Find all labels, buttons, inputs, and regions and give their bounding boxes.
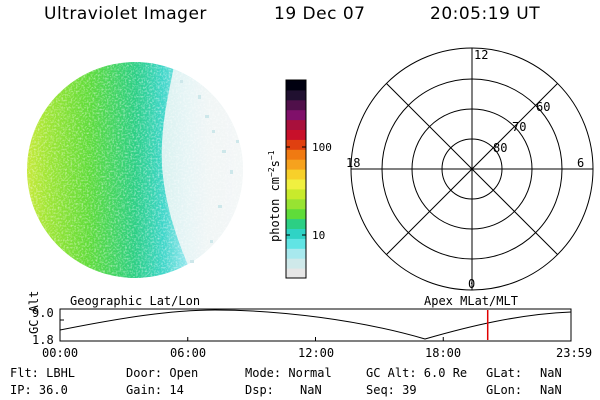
colorbar-segment bbox=[286, 179, 306, 190]
instrument-title: Ultraviolet Imager bbox=[44, 4, 207, 24]
colorbar-segment bbox=[286, 159, 306, 170]
dsp-label: Dsp: bbox=[245, 383, 274, 397]
colorbar-segment bbox=[286, 188, 306, 200]
geographic-title: Geographic Lat/Lon bbox=[70, 294, 201, 308]
lat-label-60: 60 bbox=[536, 100, 550, 114]
colorbar-segment bbox=[286, 169, 306, 180]
x-tick-1800: 18:00 bbox=[425, 346, 461, 360]
colorbar-tick-10: 10 bbox=[312, 229, 325, 242]
gc-alt-axis-label: GC Alt bbox=[27, 291, 41, 334]
x-tick-0000: 00:00 bbox=[42, 346, 78, 360]
colorbar-segment bbox=[286, 80, 306, 91]
colorbar-segment bbox=[286, 238, 306, 249]
apex-title: Apex MLat/MLT bbox=[424, 294, 518, 308]
date-label: 19 Dec 07 bbox=[274, 4, 366, 24]
y-axis-top: 9.0 bbox=[32, 306, 54, 320]
colorbar-segment bbox=[286, 218, 306, 229]
dsp-value: NaN bbox=[300, 383, 322, 397]
svg-text:photon cm−2s−1: photon cm−2s−1 bbox=[267, 150, 282, 242]
colorbar-segment bbox=[286, 268, 306, 279]
colorbar-segment bbox=[286, 149, 306, 160]
glat-label: GLat: bbox=[486, 366, 523, 380]
lat-label-80: 80 bbox=[493, 141, 507, 155]
colorbar-segment bbox=[286, 89, 306, 101]
seq-status: Seq: 39 bbox=[366, 383, 417, 397]
colorbar-segment bbox=[286, 198, 306, 210]
colorbar-segment bbox=[286, 258, 306, 269]
gain-status: Gain: 14 bbox=[126, 383, 184, 397]
filter-status: Flt: LBHL bbox=[10, 366, 76, 380]
x-tick-0600: 06:00 bbox=[170, 346, 206, 360]
door-status: Door: Open bbox=[126, 366, 199, 380]
x-tick-1200: 12:00 bbox=[298, 346, 334, 360]
mlt-label-6: 6 bbox=[577, 156, 584, 170]
lat-label-70: 70 bbox=[512, 120, 526, 134]
colorbar-tick-100: 100 bbox=[312, 141, 332, 154]
colorbar-segment bbox=[286, 228, 306, 239]
colorbar-segment bbox=[286, 129, 306, 140]
y-axis-bottom: 1.8 bbox=[32, 333, 54, 347]
colorbar-segment bbox=[286, 248, 306, 259]
ip-status: IP: 36.0 bbox=[10, 383, 68, 397]
colorbar-segment bbox=[286, 139, 306, 150]
x-tick-2359: 23:59 bbox=[556, 346, 592, 360]
time-label: 20:05:19 UT bbox=[430, 4, 541, 24]
colorbar-segment bbox=[286, 109, 306, 121]
glat-value: NaN bbox=[540, 366, 562, 380]
mlt-label-18: 18 bbox=[346, 156, 360, 170]
colorbar-segment bbox=[286, 119, 306, 130]
mlt-label-12: 12 bbox=[474, 48, 488, 62]
colorbar-segment bbox=[286, 208, 306, 220]
glon-value: NaN bbox=[540, 383, 562, 397]
glon-label: GLon: bbox=[486, 383, 523, 397]
colorbar-segment bbox=[286, 99, 306, 111]
mlt-label-0: 0 bbox=[468, 277, 475, 291]
colorbar-unit-label: photon cm−2s−1 bbox=[267, 150, 282, 242]
mode-status: Mode: Normal bbox=[245, 366, 332, 380]
gc-alt-status: GC Alt: 6.0 Re bbox=[366, 366, 468, 380]
